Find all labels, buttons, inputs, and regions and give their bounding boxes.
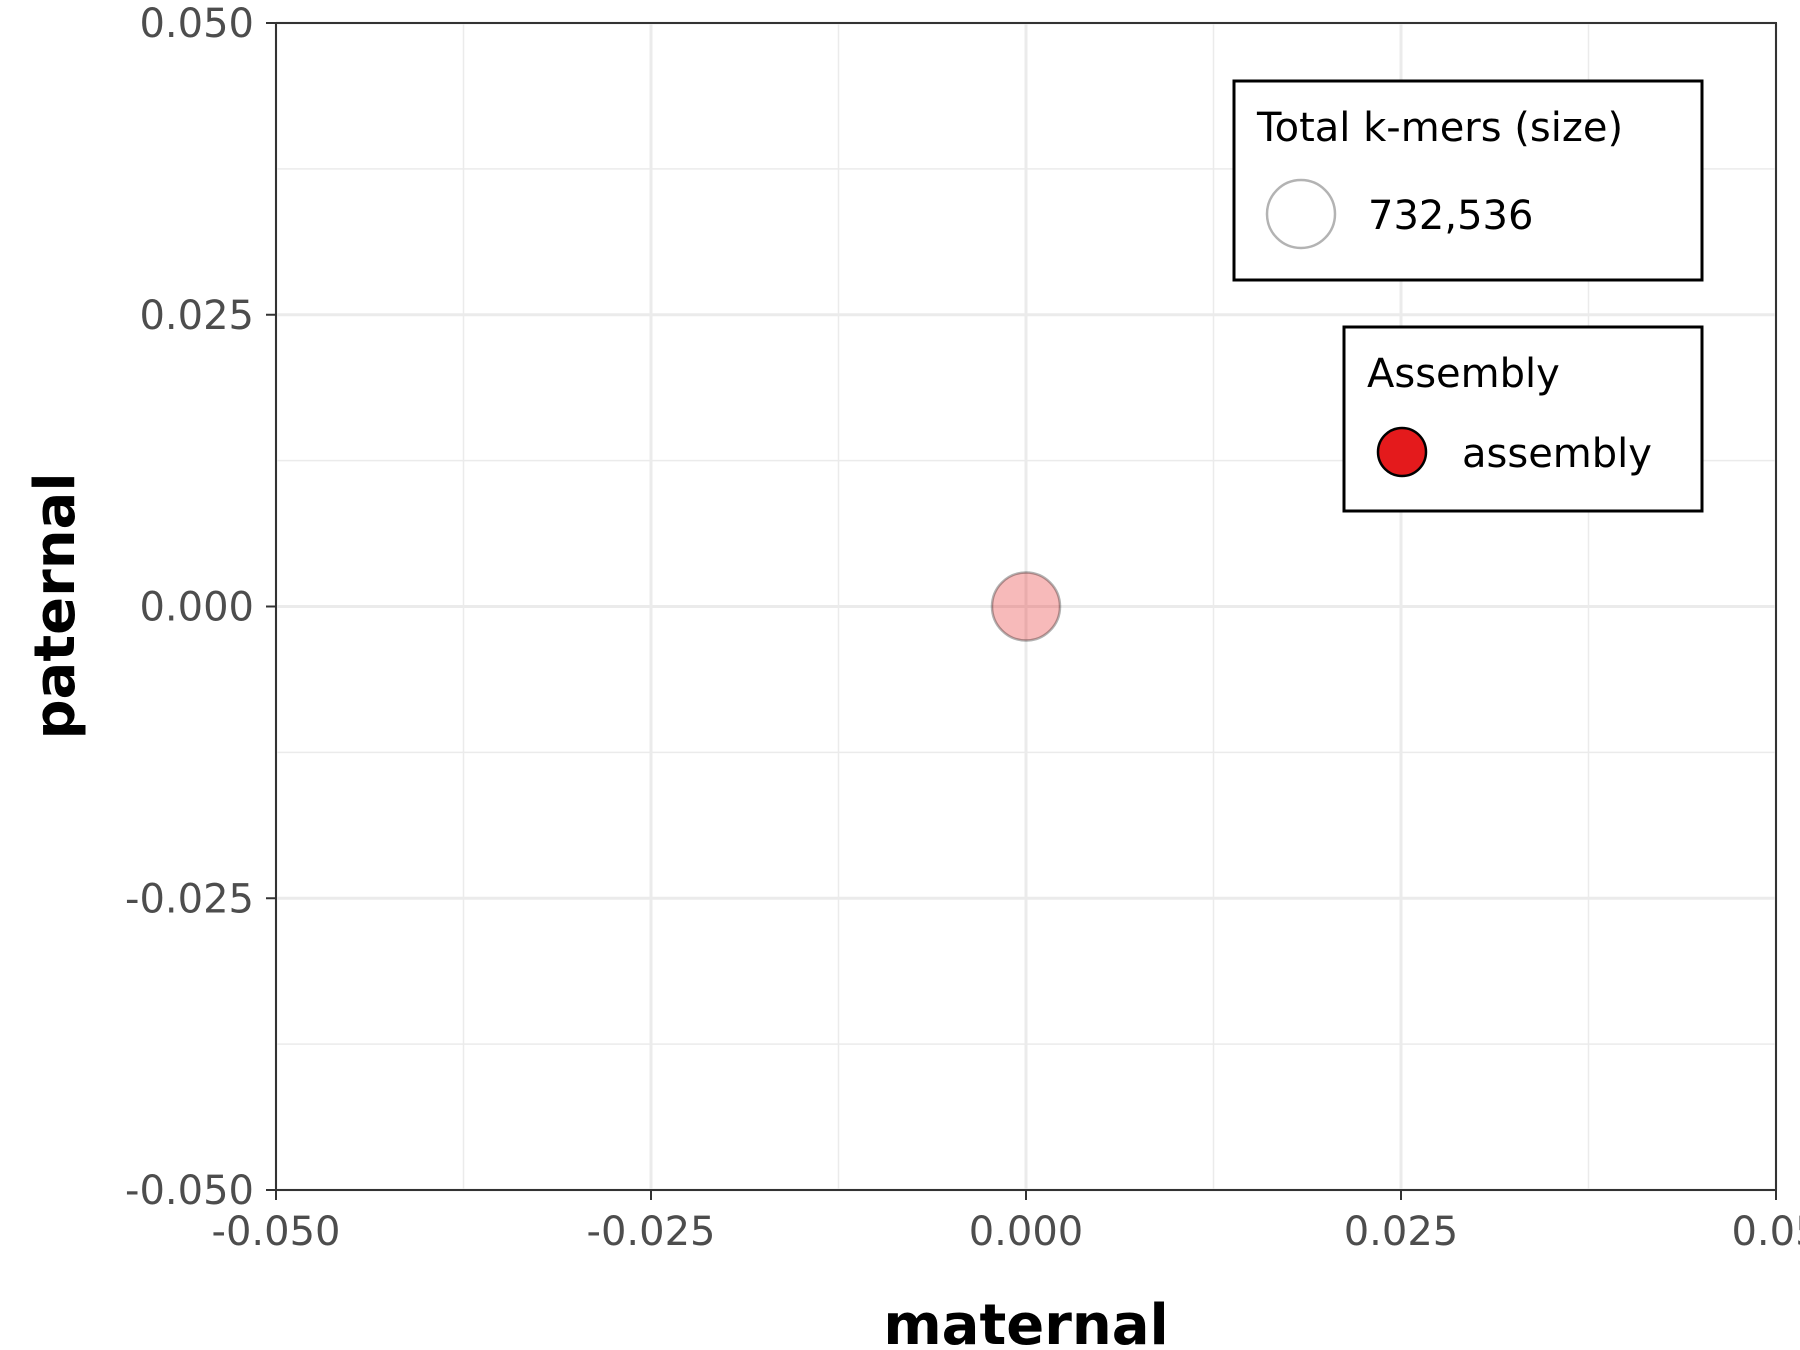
- x-tick-label: 0.000: [969, 1209, 1084, 1255]
- color-legend-key: [1376, 426, 1428, 478]
- size-legend: Total k-mers (size) 732,536: [1232, 79, 1704, 282]
- y-axis-ticks: 0.050 0.025 0.000 -0.025 -0.050: [125, 1, 276, 1214]
- color-legend-box: [1342, 325, 1704, 513]
- x-tick-label: 0.05: [1731, 1209, 1800, 1255]
- y-tick-label: 0.025: [139, 293, 254, 339]
- size-legend-title: Total k-mers (size): [1256, 105, 1623, 151]
- y-tick-label: -0.025: [125, 876, 254, 922]
- y-tick-label: -0.050: [125, 1168, 254, 1214]
- color-legend: Assembly assembly: [1342, 325, 1704, 513]
- color-legend-label: assembly: [1462, 431, 1652, 477]
- x-tick-label: -0.025: [587, 1209, 716, 1255]
- data-points: [990, 571, 1062, 642]
- size-legend-key: [1265, 178, 1337, 250]
- x-tick-label: 0.025: [1344, 1209, 1459, 1255]
- y-axis-title: paternal: [23, 472, 88, 739]
- x-tick-label: -0.050: [212, 1209, 341, 1255]
- x-axis-ticks: -0.050 -0.025 0.000 0.025 0.05: [212, 1190, 1800, 1255]
- y-tick-label: 0.050: [139, 1, 254, 47]
- data-point: [990, 571, 1062, 642]
- size-legend-label: 732,536: [1368, 193, 1533, 239]
- y-tick-label: 0.000: [139, 585, 254, 631]
- x-axis-title: maternal: [883, 1293, 1168, 1350]
- color-legend-title: Assembly: [1367, 351, 1560, 397]
